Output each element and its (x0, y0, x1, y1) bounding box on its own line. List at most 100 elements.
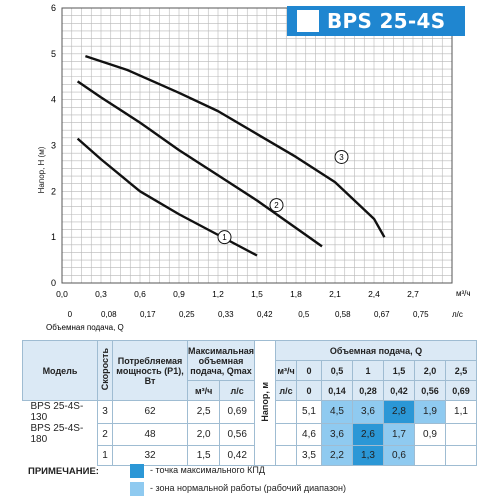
flow-m3-2: 1 (351, 360, 384, 381)
head-cell (444, 444, 478, 466)
head-cell: 0,6 (382, 444, 415, 466)
qmax-ls-cell: 0,69 (219, 400, 256, 424)
series-line-2 (76, 80, 323, 248)
table-row: BPS 25-4S-180 2 48 2,0 0,56 4,6 3,6 2,6 … (22, 422, 478, 446)
chart-ticks: 0,0 0,3 0,6 0,9 1,2 1,5 1,8 2,1 2,4 2,7 0 0,08 0,17 0… (51, 3, 429, 319)
y-tick-label: 3 (51, 141, 56, 151)
plot-frame (61, 7, 453, 284)
flow-ls-2: 0,28 (351, 380, 384, 401)
head-cell: 3,6 (320, 422, 353, 446)
series-label-2: 2 (274, 201, 279, 210)
x-tick-label: 0,3 (95, 289, 107, 299)
head-cell: 3,5 (296, 444, 322, 466)
series-label-3: 3 (339, 153, 344, 162)
head-cell: 2,2 (320, 444, 353, 466)
y-tick-label: 4 (51, 95, 56, 105)
x2-tick-label: 0,58 (335, 310, 351, 319)
power-cell: 48 (112, 422, 188, 446)
qmax-m3-cell: 1,5 (186, 444, 221, 466)
x-tick-label: 0,0 (56, 289, 68, 299)
chart-title: BPS 25-4S (327, 9, 446, 33)
x-tick-label: 0,9 (173, 289, 185, 299)
header-model: Модель (22, 340, 98, 401)
series-marker-1 (217, 230, 232, 245)
head-label-empty (275, 400, 298, 424)
x2-tick-label: 0,25 (179, 310, 195, 319)
chart-curves: 1 2 3 (76, 54, 386, 257)
pump-curve-chart: 123 0,0 0,3 0,6 0,9 1,2 1,5 1,8 2,1 2,4 2,70 0,08 0… (37, 3, 471, 332)
qmax-m3-cell: 2,5 (186, 400, 221, 424)
head-cell (444, 422, 478, 446)
normal-zone-swatch (130, 482, 144, 496)
x2-tick-label: 0,17 (140, 310, 156, 319)
qmax-ls-cell: 0,56 (219, 422, 256, 446)
header-power: Потребляемая мощность (P1), Вт (112, 340, 188, 401)
flow-m3-0: 0 (296, 360, 322, 381)
qmax-m3-cell: 2,0 (186, 422, 221, 446)
series-line-3 (85, 54, 386, 238)
flow-ls-1: 0,14 (320, 380, 353, 401)
power-cell: 62 (112, 400, 188, 424)
speed-cell: 2 (97, 422, 113, 446)
max-efficiency-note: - точка максимального КПД (150, 465, 265, 475)
spec-table: Модель Скорость Потребляемая мощность (P… (22, 340, 478, 466)
x2-tick-label: 0,33 (218, 310, 234, 319)
model-name-1: BPS 25-4S-130 (22, 400, 98, 423)
head-cell: 3,6 (351, 400, 384, 424)
x2-tick-label: 0 (68, 310, 73, 319)
normal-zone-note: - зона нормальной работы (рабочий диапаз… (150, 483, 346, 493)
header-qmax-m3: м³/ч (186, 380, 221, 401)
head-cell: 4,6 (296, 422, 322, 446)
notes-label: ПРИМЕЧАНИЕ: (28, 466, 99, 477)
x-tick-label: 1,2 (212, 289, 224, 299)
x-tick-label: 1,8 (290, 289, 302, 299)
model-badge: BPS 25-4S (287, 6, 465, 36)
x2-tick-label: 0,67 (374, 310, 390, 319)
x-axis-unit: м³/ч (456, 289, 471, 298)
flow-m3-3: 1,5 (382, 360, 415, 381)
head-label-empty (275, 444, 298, 466)
badge-square (297, 10, 319, 32)
qmax-ls-cell: 0,42 (219, 444, 256, 466)
chart-grid (61, 7, 453, 284)
series-marker-3 (334, 149, 349, 164)
y-tick-label: 0 (51, 278, 56, 288)
head-cell: 1,3 (351, 444, 384, 466)
speed-cell: 3 (97, 400, 113, 424)
x2-axis-unit: л/с (452, 310, 463, 319)
series-marker-2 (269, 198, 284, 213)
x2-tick-label: 0,42 (257, 310, 273, 319)
x2-tick-label: 0,75 (413, 310, 429, 319)
x2-tick-label: 0,08 (101, 310, 117, 319)
flow-ls-5: 0,69 (444, 380, 478, 401)
head-cell: 4,5 (320, 400, 353, 424)
y-tick-label: 5 (51, 49, 56, 59)
x-tick-label: 0,6 (134, 289, 146, 299)
y-tick-label: 1 (51, 232, 56, 242)
y-tick-label: 6 (51, 3, 56, 13)
head-label-empty (275, 422, 298, 446)
header-flow-ls: л/с (275, 380, 298, 401)
x-tick-label: 1,5 (251, 289, 263, 299)
flow-ls-4: 0,56 (413, 380, 446, 401)
x-tick-label: 2,4 (368, 289, 380, 299)
x-axis-label: Объемная подача, Q (46, 323, 124, 332)
flow-m3-1: 0,5 (320, 360, 353, 381)
header-speed: Скорость (97, 340, 113, 401)
header-qmax-ls: л/с (219, 380, 256, 401)
table-row: BPS 25-4S-130 3 62 2,5 0,69 5,1 4,5 3,6 … (22, 400, 478, 424)
head-cell: 1,7 (382, 422, 415, 446)
head-cell: 5,1 (296, 400, 322, 424)
header-flow: Объемная подача, Q (275, 340, 477, 361)
max-efficiency-swatch (130, 464, 144, 478)
head-cell: 0,9 (413, 422, 446, 446)
series-label-1: 1 (222, 233, 227, 242)
header-flow-m3: м³/ч (275, 360, 298, 381)
x2-tick-label: 0,5 (298, 310, 310, 319)
x-tick-label: 2,1 (329, 289, 341, 299)
flow-m3-4: 2,0 (413, 360, 446, 381)
x-tick-label: 2,7 (407, 289, 419, 299)
y-axis-label: Напор, H (м) (37, 146, 46, 193)
header-head: Напор, м (254, 340, 277, 466)
head-cell: 2,6 (351, 422, 384, 446)
